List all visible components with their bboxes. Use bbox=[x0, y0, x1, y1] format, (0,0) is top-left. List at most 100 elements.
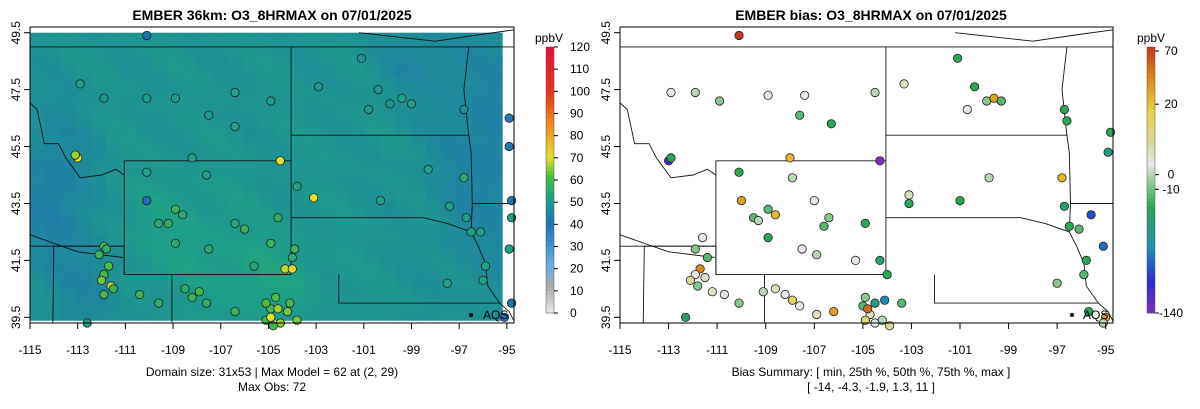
model-grid-cell bbox=[471, 125, 488, 135]
model-grid-cell bbox=[182, 58, 199, 68]
model-grid-cell bbox=[410, 303, 427, 313]
model-grid-cell bbox=[136, 41, 153, 51]
colorbar-swatch bbox=[1147, 109, 1155, 114]
longitude-axis: -115 -113 -111 -109 -107 -105 -103 -101 -99 -97 -9… bbox=[608, 323, 1115, 357]
x-tick-label: -103 bbox=[899, 343, 923, 357]
colorbar: 0 10 20 30 40 50 60 70 80 90 100 110 120 bbox=[545, 40, 590, 320]
colorbar-swatch bbox=[546, 131, 554, 137]
model-grid-cell bbox=[151, 244, 168, 254]
model-grid-cell bbox=[410, 244, 427, 254]
state-border bbox=[291, 217, 514, 323]
model-grid-cell bbox=[304, 286, 320, 296]
model-grid-cell bbox=[410, 142, 427, 152]
colorbar-swatch bbox=[546, 286, 554, 292]
model-grid-cell bbox=[90, 294, 107, 304]
model-grid-cell bbox=[471, 100, 488, 110]
model-grid-cell bbox=[410, 100, 427, 110]
model-grid-cell bbox=[395, 142, 412, 152]
obs-site-point bbox=[1086, 210, 1096, 220]
colorbar-swatch bbox=[1147, 60, 1155, 66]
model-grid-cell bbox=[395, 66, 412, 76]
model-grid-cell bbox=[288, 277, 305, 287]
obs-site-point bbox=[680, 312, 691, 322]
colorbar-swatch bbox=[1147, 175, 1155, 181]
obs-site-point bbox=[478, 275, 488, 285]
colorbar-swatch bbox=[546, 135, 554, 141]
obs-site-point bbox=[270, 292, 281, 302]
model-grid-cell bbox=[182, 244, 199, 254]
model-grid-cell bbox=[288, 100, 305, 110]
obs-site-point bbox=[373, 85, 383, 95]
model-grid-cell bbox=[304, 294, 320, 304]
colorbar-swatch bbox=[546, 188, 554, 194]
model-grid-cell bbox=[243, 32, 260, 42]
model-grid-cell bbox=[288, 210, 305, 220]
model-grid-cell bbox=[273, 184, 290, 194]
model-grid-cell bbox=[136, 303, 153, 313]
model-grid-cell bbox=[212, 235, 229, 245]
state-border bbox=[52, 245, 125, 323]
map-frame bbox=[619, 26, 1114, 324]
colorbar-swatch bbox=[546, 51, 554, 57]
model-grid-cell bbox=[212, 303, 229, 313]
model-grid-cell bbox=[151, 66, 168, 76]
model-grid-cell bbox=[45, 218, 62, 228]
colorbar-tick-label: 100 bbox=[570, 84, 590, 98]
model-grid-cell bbox=[75, 142, 92, 152]
model-grid-cell bbox=[258, 151, 275, 161]
colorbar-swatch bbox=[546, 211, 554, 216]
model-grid-cell bbox=[395, 218, 412, 228]
model-grid-cell bbox=[167, 252, 183, 262]
model-grid-cell bbox=[304, 41, 320, 51]
model-grid-cell bbox=[410, 167, 427, 178]
model-grid-cell bbox=[90, 58, 107, 68]
model-grid-cell bbox=[121, 286, 138, 296]
model-grid-cell bbox=[319, 83, 336, 93]
model-grid-cell bbox=[30, 218, 46, 228]
model-grid-cell bbox=[365, 311, 381, 321]
model-grid-cell bbox=[60, 91, 77, 101]
state-border bbox=[1061, 46, 1071, 232]
model-grid-cell bbox=[227, 167, 244, 178]
model-grid-cell bbox=[334, 32, 351, 42]
model-grid-cell bbox=[304, 167, 320, 178]
model-grid-cell bbox=[471, 260, 488, 271]
colorbar-tick-label: 30 bbox=[570, 240, 584, 254]
model-grid-cell bbox=[151, 210, 168, 220]
model-grid-cell bbox=[349, 41, 366, 51]
obs-site-point bbox=[180, 284, 190, 294]
model-grid-cell bbox=[121, 269, 138, 279]
x-tick-label: -105 bbox=[256, 343, 280, 357]
model-grid-cell bbox=[121, 83, 138, 93]
model-grid-cell bbox=[273, 66, 290, 76]
x-tick-label: -101 bbox=[948, 343, 972, 357]
model-grid-cell bbox=[395, 125, 412, 135]
model-grid-cell bbox=[456, 252, 473, 262]
model-grid-cell bbox=[182, 41, 199, 51]
model-grid-cell bbox=[486, 49, 503, 59]
model-grid-cell bbox=[380, 125, 397, 135]
model-grid-cell bbox=[319, 32, 336, 42]
colorbar-swatch bbox=[1147, 295, 1155, 301]
model-grid-cell bbox=[304, 100, 320, 110]
model-grid-cell bbox=[75, 311, 92, 321]
model-grid-cell bbox=[121, 49, 138, 59]
model-grid-cell bbox=[182, 218, 199, 228]
model-grid-cell bbox=[121, 58, 138, 68]
model-grid-cell bbox=[486, 176, 503, 186]
model-grid-cell bbox=[243, 108, 260, 118]
obs-site-point bbox=[249, 261, 259, 271]
y-tick-label: 43.5 bbox=[599, 191, 613, 215]
model-grid-cell bbox=[121, 167, 138, 178]
obs-site-point bbox=[899, 79, 909, 89]
model-grid-cell bbox=[319, 41, 336, 51]
model-grid-cell bbox=[288, 41, 305, 51]
obs-site-point bbox=[763, 233, 773, 243]
model-grid-cell bbox=[486, 218, 503, 228]
y-tick-label: 49.5 bbox=[599, 21, 613, 45]
model-grid-cell bbox=[288, 83, 305, 93]
model-grid-cell bbox=[90, 151, 107, 161]
colorbar-swatch bbox=[546, 268, 554, 274]
latitude-axis: 39.5 41.5 43.5 45.5 47.5 49.5 bbox=[599, 21, 620, 329]
model-grid-cell bbox=[45, 41, 62, 51]
